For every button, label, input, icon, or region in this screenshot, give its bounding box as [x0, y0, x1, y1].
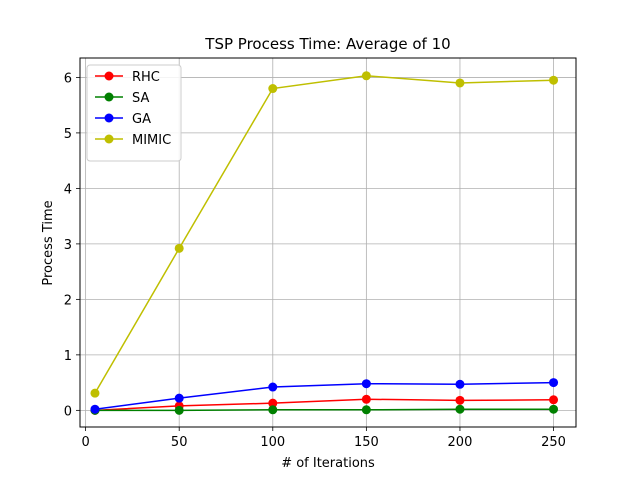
series-mimic	[90, 71, 559, 398]
legend-item-mimic: MIMIC	[95, 133, 171, 148]
x-tick-label: 250	[541, 435, 566, 450]
x-tick-label: 150	[354, 435, 379, 450]
data-point	[90, 404, 100, 414]
data-point	[90, 388, 100, 398]
y-tick-label: 6	[64, 71, 72, 86]
legend-label: RHC	[132, 70, 160, 85]
y-tick-label: 2	[64, 293, 72, 308]
data-point	[549, 395, 559, 405]
legend-marker	[104, 92, 114, 102]
series-line	[94, 408, 554, 412]
y-tick-label: 3	[64, 238, 72, 253]
data-point	[361, 71, 371, 81]
legend-marker	[104, 134, 114, 144]
data-point	[455, 379, 465, 389]
legend-marker	[104, 71, 114, 81]
data-point	[361, 379, 371, 389]
x-tick-label: 200	[448, 435, 473, 450]
data-point	[268, 398, 278, 408]
legend-label: MIMIC	[132, 133, 171, 148]
series-rhc	[90, 394, 559, 415]
plot-frame	[79, 57, 577, 428]
series-line	[94, 75, 554, 394]
y-axis-label: Process Time	[41, 200, 56, 285]
x-tick-label: 0	[81, 435, 89, 450]
legend-item-sa: SA	[95, 91, 149, 106]
legend-label: SA	[132, 91, 149, 106]
y-tick-label: 4	[64, 182, 72, 197]
data-point	[549, 378, 559, 388]
series-line	[94, 381, 554, 410]
legend-item-ga: GA	[95, 112, 151, 127]
y-tick-label: 5	[64, 127, 72, 142]
data-point	[455, 395, 465, 405]
legend: RHC SA GA MIMIC	[86, 64, 182, 162]
data-point	[549, 75, 559, 85]
legend-marker	[104, 113, 114, 123]
data-point	[174, 243, 184, 253]
data-point	[361, 405, 371, 415]
data-point	[549, 404, 559, 414]
series-ga	[90, 378, 559, 414]
data-point	[268, 382, 278, 392]
y-tick-label: 0	[64, 404, 72, 419]
legend-label: GA	[132, 112, 151, 127]
legend-item-rhc: RHC	[95, 70, 160, 85]
data-point	[455, 404, 465, 414]
data-point	[455, 78, 465, 88]
ticks: 0 50 100 150 200 250 0 1 2 3 4 5 6	[64, 71, 566, 450]
x-tick-label: 100	[260, 435, 285, 450]
y-tick-label: 1	[64, 349, 72, 364]
series-layer	[90, 71, 559, 415]
data-point	[268, 405, 278, 415]
data-point	[174, 405, 184, 415]
x-axis-label: # of Iterations	[281, 456, 375, 471]
x-tick-label: 50	[171, 435, 188, 450]
series-line	[94, 398, 554, 412]
data-point	[361, 394, 371, 404]
data-point	[174, 393, 184, 403]
data-point	[268, 84, 278, 94]
chart-title: TSP Process Time: Average of 10	[204, 35, 450, 53]
